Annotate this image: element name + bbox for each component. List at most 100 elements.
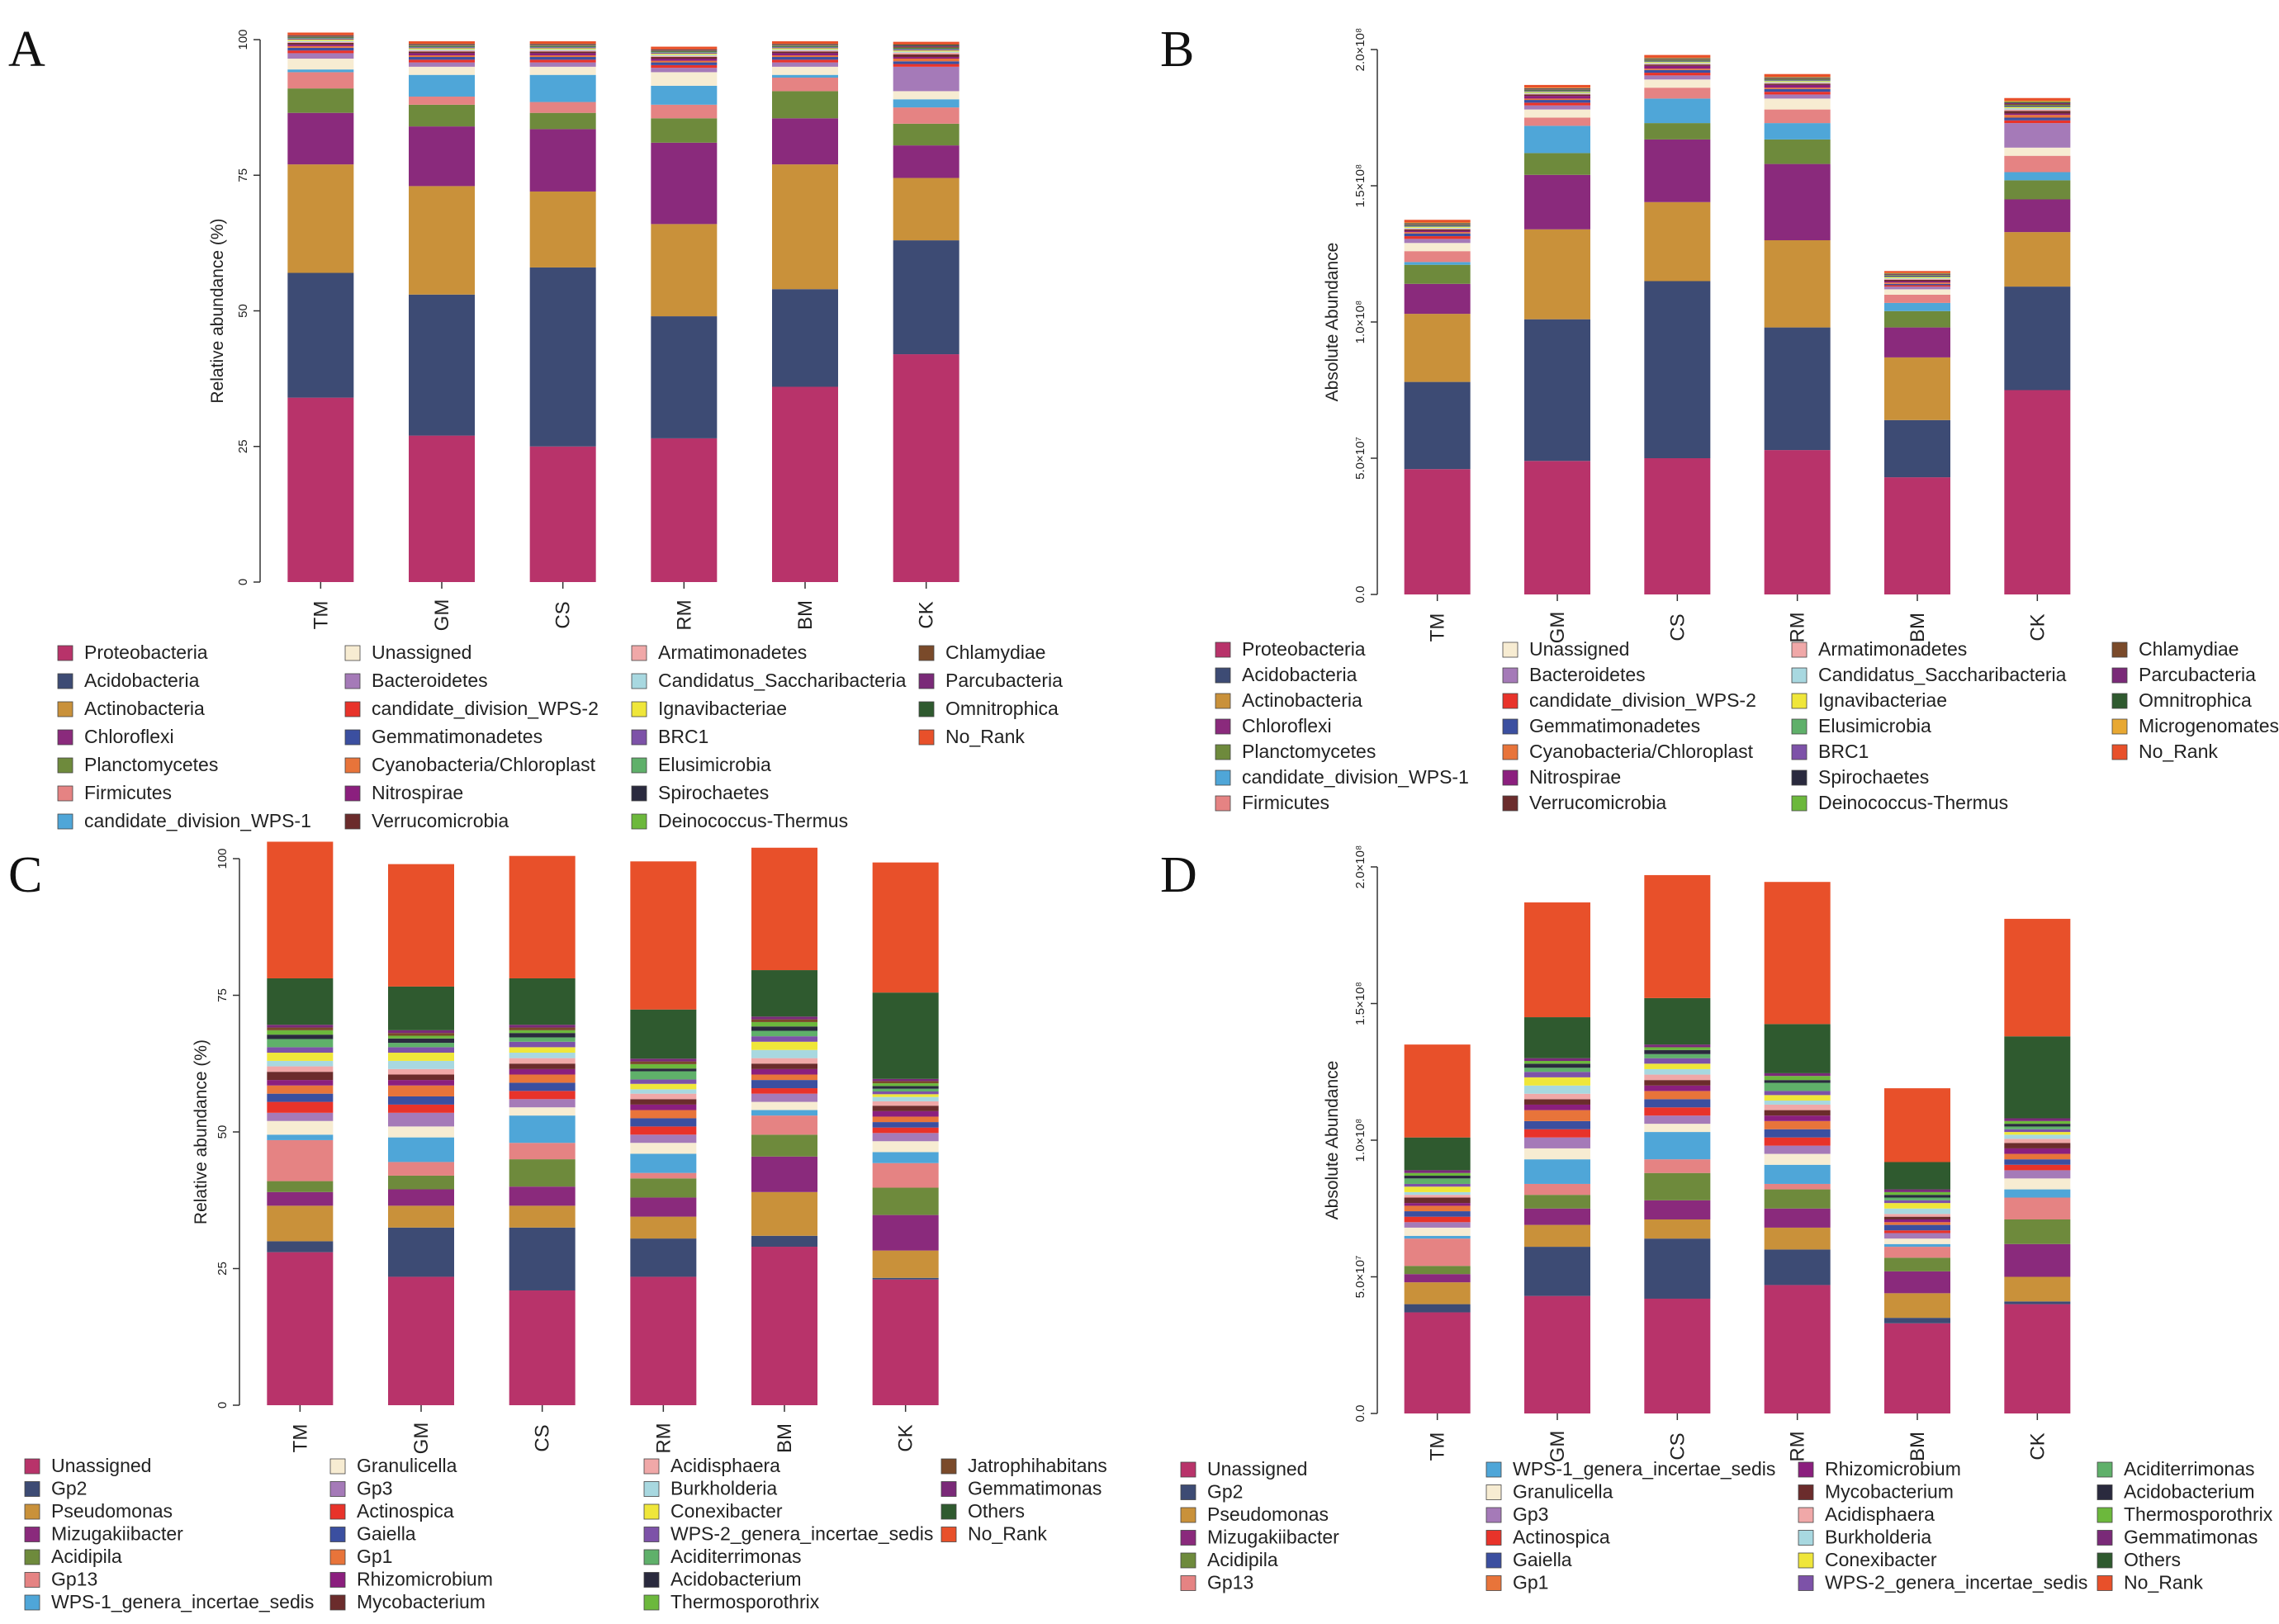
bar-segment-firmicutes (893, 107, 959, 124)
bar-segment-burkholderia (630, 1089, 697, 1094)
bar-segment-spirochaetes (409, 45, 475, 47)
bar-segment-no-rank (1764, 73, 1831, 77)
bar-segment-parcubacteria (1884, 273, 1950, 275)
bar-segment-no-rank (287, 32, 354, 36)
bar-segment-verrucomicrobia (893, 54, 959, 58)
bar-segment-actinobacteria (772, 164, 838, 290)
y-tick-label: 75 (216, 988, 230, 1002)
legend: UnassignedGp2PseudomonasMizugakiibacterA… (24, 1455, 1107, 1612)
bar-segment-candidate-division-wps-1 (1884, 302, 1950, 311)
bar-segment-acidobacteria (1884, 419, 1950, 478)
bar-segment-acidobacterium (1404, 1176, 1471, 1179)
legend-swatch (1798, 1530, 1814, 1546)
bar-segment-gemmatimonas (509, 1025, 576, 1028)
bar-segment-proteobacteria (409, 435, 475, 582)
bar-segment-firmicutes (529, 102, 596, 113)
bar-segment-granulicella (2004, 1178, 2071, 1190)
bar-segment-conexibacter (630, 1083, 697, 1090)
legend-swatch (1798, 1461, 1814, 1478)
legend-swatch (1485, 1484, 1502, 1500)
bar-segment-brc1 (287, 38, 354, 40)
bar-segment-brc1 (1404, 225, 1471, 227)
bar-segment-others (1524, 1017, 1590, 1058)
legend-label: Acidobacterium (670, 1569, 802, 1590)
bar-tm (287, 32, 354, 582)
legend-swatch (24, 1458, 40, 1475)
bar-segment-granulicella (630, 1143, 697, 1154)
x-tick-label: RM (1787, 1431, 1809, 1461)
x-tick-label: CS (1666, 1432, 1689, 1460)
legend-swatch (2097, 1530, 2113, 1546)
x-tick-label: GM (1547, 1431, 1569, 1463)
legend-label: Bacteroidetes (372, 670, 488, 691)
legend-label: Gp1 (1513, 1572, 1548, 1593)
bar-segment-aciditerrimonas (509, 1037, 576, 1042)
bar-segment-mizugakiibacter (1764, 1208, 1831, 1228)
bar-segment-candidate-division-wps-2 (1404, 236, 1471, 239)
bar-segment-parcubacteria (893, 45, 959, 47)
legend-label: Actinobacteria (1242, 689, 1362, 711)
bar-rm (1764, 73, 1831, 594)
bar-segment-candidatus-saccharibacteria (1644, 63, 1711, 64)
bar-segment-gp2 (388, 1227, 454, 1277)
bar-segment-bacteroidetes (772, 62, 838, 67)
bar-segment-jatrophihabitans (630, 1061, 697, 1064)
bar-segment-bacteroidetes (409, 62, 475, 67)
bar-gm (409, 40, 475, 582)
bar-segment-conexibacter (1524, 1077, 1590, 1086)
bar-segment-no-rank (872, 862, 939, 993)
bar-segment-gemmatimonas (1404, 1170, 1471, 1173)
legend-swatch (643, 1572, 660, 1588)
bar-segment-candidatus-saccharibacteria (1764, 82, 1831, 83)
bar-segment-brc1 (651, 52, 718, 54)
bar-segment-proteobacteria (1884, 477, 1950, 594)
legend-label: Others (968, 1500, 1025, 1522)
bar-segment-candidatus-saccharibacteria (2004, 107, 2071, 110)
bar-segment-conexibacter (751, 1041, 817, 1050)
bar-segment-acidobacteria (1764, 327, 1831, 451)
bar-segment-brc1 (1764, 79, 1831, 81)
bar-segment-acidobacteria (1404, 381, 1471, 470)
legend-label: Others (2124, 1549, 2181, 1570)
legend-label: Ignavibacteriae (658, 698, 787, 719)
panel-a: A 0 25 50 75 100 Relative abundance (%) TM GM CS R… (8, 21, 1063, 831)
bar-segment-pseudomonas (1524, 1224, 1590, 1248)
bar-segment-proteobacteria (1524, 461, 1590, 594)
bar-segment-pseudomonas (388, 1205, 454, 1228)
bar-segment-gp3 (1884, 1233, 1950, 1239)
legend-swatch (2111, 642, 2128, 658)
bar-segment-no-rank (388, 864, 454, 987)
legend-swatch (643, 1503, 660, 1520)
bar-segment-gaiella (1404, 1211, 1471, 1217)
bar-segment-armatimonadetes (1404, 228, 1471, 230)
bar-segment-brc1 (529, 47, 596, 49)
bar-segment-acidobacterium (267, 1035, 334, 1039)
bar-segment-acidipila (751, 1134, 817, 1157)
bar-segment-no-rank (267, 841, 334, 978)
bar-segment-burkholderia (872, 1096, 939, 1101)
bar-segment-unassigned (1644, 1298, 1711, 1413)
bar-segment-nitrospirae (529, 53, 596, 56)
x-tick-label: RM (1787, 612, 1809, 642)
bar-ck (872, 862, 939, 1405)
x-tick-label: BM (794, 600, 817, 630)
panel-letter: D (1160, 847, 1197, 903)
bar-segment-planctomycetes (772, 91, 838, 119)
bar-segment-burkholderia (388, 1060, 454, 1069)
legend-label: Unassigned (372, 642, 471, 663)
bar-segment-actinospica (872, 1127, 939, 1134)
legend-swatch (1215, 642, 1231, 658)
bar-segment-gp3 (1764, 1145, 1831, 1154)
bar-segment-chloroflexi (1404, 283, 1471, 315)
bar-segment-aciditerrimonas (1524, 1068, 1590, 1072)
legend-label: candidate_division_WPS-1 (1242, 766, 1469, 788)
bar-segment-microgenomates (1404, 222, 1471, 224)
legend-label: Gemmatimonas (2124, 1527, 2258, 1548)
bar-segment-mizugakiibacter (388, 1189, 454, 1206)
bar-segment-gp2 (509, 1227, 576, 1290)
legend-label: Mycobacterium (1825, 1481, 1954, 1503)
bar-segment-chloroflexi (529, 129, 596, 192)
bar-segment-rhizomicrobium (388, 1080, 454, 1086)
bar-segment-thermosporothrix (751, 1021, 817, 1027)
